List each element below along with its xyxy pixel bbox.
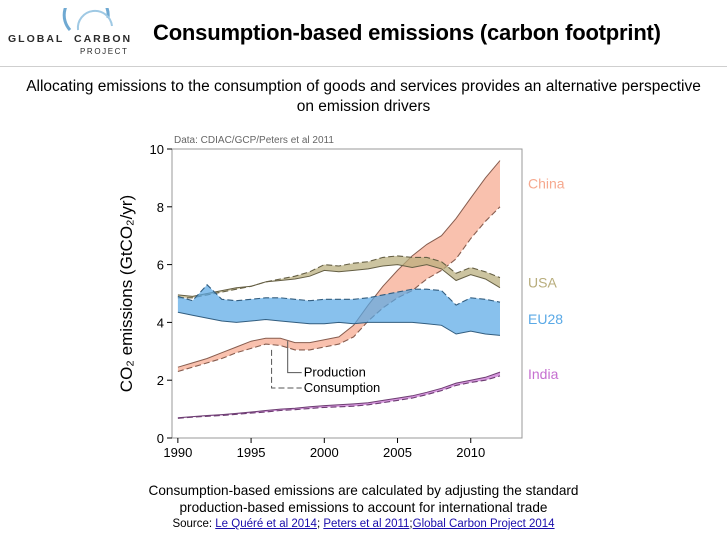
x-tick-label: 2010 (456, 445, 485, 460)
caption-line-2: production-based emissions to account fo… (179, 500, 548, 515)
source-link-le-quere[interactable]: Le Quéré et al 2014 (215, 518, 317, 530)
header: GLOBAL CARBON PROJECT Consumption-based … (0, 0, 727, 67)
series-production-line-eu28 (177, 311, 501, 336)
x-tick-label: 2000 (310, 445, 339, 460)
logo-text-project: PROJECT (80, 47, 129, 56)
x-tick-label: 1990 (163, 445, 192, 460)
global-carbon-project-logo: GLOBAL CARBON PROJECT (8, 8, 132, 56)
legend-consumption-label: Consumption (304, 380, 381, 395)
legend-production-label: Production (304, 365, 366, 380)
series-label-eu28: EU28 (528, 311, 563, 327)
logo-text-global: GLOBAL (8, 33, 64, 45)
caption: Consumption-based emissions are calculat… (60, 482, 667, 516)
source-separator-1: ; (316, 518, 324, 530)
logo-text-carbon: CARBON (74, 33, 132, 45)
subtitle-line-2: on emission drivers (296, 98, 431, 115)
y-tick-label: 2 (157, 373, 164, 388)
series-label-china: China (528, 176, 565, 192)
series-production-line-china (177, 160, 501, 368)
y-tick-label: 10 (150, 142, 164, 157)
source-link-gcp[interactable]: Global Carbon Project 2014 (412, 518, 555, 530)
y-tick-label: 4 (157, 315, 164, 330)
series-production-line-usa (177, 264, 501, 297)
source-prefix: Source: (172, 518, 216, 530)
subtitle-line-1: Allocating emissions to the consumption … (26, 78, 701, 95)
x-tick-label: 1995 (237, 445, 266, 460)
emissions-chart: Data: CDIAC/GCP/Peters et al 2011 0 2 4 6 8 10… (117, 135, 565, 460)
subtitle: Allocating emissions to the consumption … (20, 77, 707, 117)
series-label-india: India (528, 366, 559, 382)
series-consumption-line-eu28 (177, 284, 501, 306)
x-tick-label: 2005 (383, 445, 412, 460)
plot-frame (171, 148, 523, 439)
source-line: Source: Le Quéré et al 2014; Peters et a… (60, 518, 667, 530)
legend-production-leader (287, 341, 302, 374)
series-production-line-india (177, 371, 501, 419)
y-tick-label: 6 (157, 258, 164, 273)
series-band-eu28 (177, 284, 500, 336)
series-label-usa: USA (528, 275, 557, 291)
y-tick-label: 8 (157, 200, 164, 215)
page-title: Consumption-based emissions (carbon foot… (153, 20, 661, 45)
y-tick-label: 0 (157, 431, 164, 446)
series-consumption-line-usa (177, 255, 501, 299)
series-consumption-line-india (177, 375, 501, 419)
y-axis-label: CO₂ emissions (GtCO₂/yr) (117, 195, 136, 392)
legend-consumption-leader (271, 349, 302, 389)
caption-line-1: Consumption-based emissions are calculat… (148, 483, 579, 498)
chart-title: Data: CDIAC/GCP/Peters et al 2011 (174, 135, 334, 146)
source-separator-2: ; (409, 518, 413, 530)
source-link-peters[interactable]: Peters et al 2011 (323, 518, 410, 530)
